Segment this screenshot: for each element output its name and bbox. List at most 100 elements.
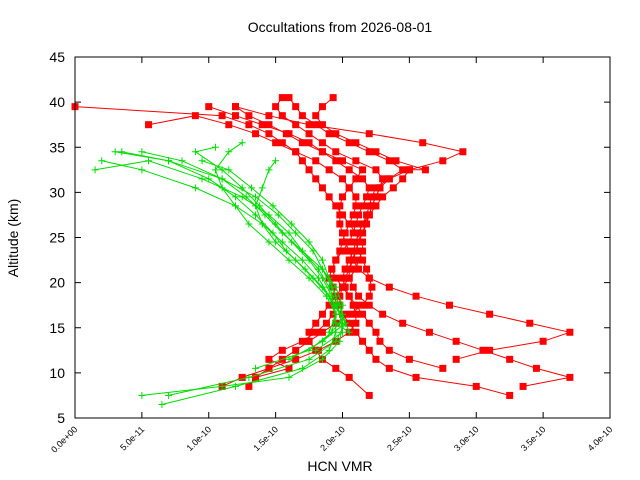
series-0-point [345,292,353,300]
series-1-point [118,148,126,156]
x-tick-label: 5.0e-11 [118,424,146,452]
series-0-point [318,310,326,318]
series-1-point [332,337,340,345]
y-tick-label: 20 [49,275,65,291]
series-1-point [318,355,326,363]
series-0-point [336,220,344,228]
y-tick-label: 15 [49,320,65,336]
series-0-point [363,193,371,201]
series-0-point [265,112,273,120]
series-0-point [278,139,286,147]
series-0-point [365,346,373,354]
series-0-point [359,229,367,237]
series-0-point [318,328,326,336]
series-1-profile-5-line [121,151,346,342]
series-0-point [205,103,213,111]
series-1-point [252,211,260,219]
series-0-point [345,166,353,174]
series-1-point [111,148,119,156]
series-1-point [288,220,296,228]
series-0-point [365,292,373,300]
series-0-point [278,112,286,120]
series-1-point [245,373,253,381]
series-0-point [355,256,363,264]
series-layer [71,94,574,408]
series-0-point [359,337,367,345]
series-1-point [288,238,296,246]
series-0-point [352,301,360,309]
series-1-point [245,220,253,228]
series-0-point [339,175,346,183]
series-0-point [439,364,447,372]
series-0-point [368,193,376,201]
series-1-point [332,310,340,318]
series-0-point [312,175,320,183]
series-0-point [225,121,233,129]
series-0-point [459,148,467,156]
series-0-point [285,364,293,372]
series-1-point [272,157,280,165]
series-0-point [345,373,353,381]
series-0-point [412,292,420,300]
series-1-point [252,364,260,372]
series-1-point [325,328,333,336]
series-0-point [245,121,253,129]
series-0-point [345,139,353,147]
series-0-point [419,139,427,147]
series-1-point [339,310,346,318]
series-0-point [252,373,260,381]
series-0-point [305,337,313,345]
series-0-point [365,274,373,282]
series-1-point [205,175,213,183]
series-1-point [191,184,199,192]
series-0-point [305,121,313,129]
series-0-point [349,211,357,219]
series-0-point [345,220,353,228]
series-0-point [305,166,313,174]
series-0-profile-2-line [235,106,465,387]
series-0-point [339,274,346,282]
series-1-point [248,184,256,192]
series-0-point [339,193,346,201]
x-tick-label: 0.0e+00 [49,424,79,454]
series-0-point [379,310,387,318]
series-0-point [506,355,514,363]
series-0-point [272,139,280,147]
series-1-point [332,292,340,300]
series-1-point [198,157,206,165]
series-0-point [486,310,494,318]
x-tick-label: 1.5e-10 [251,424,280,453]
series-0-point [318,103,326,111]
series-0-point [305,328,313,336]
series-1-point [138,148,146,156]
series-0-point [421,166,429,174]
series-0-point [355,292,363,300]
series-0-point [298,112,306,120]
series-0-point [339,157,346,165]
series-0-point [359,310,367,318]
series-0-point [352,328,360,336]
series-0-point [472,382,480,390]
series-0-point [372,193,380,201]
series-0-point [372,166,380,174]
series-0-point [363,265,371,273]
series-0-point [332,274,340,282]
series-0-point [352,157,360,165]
series-0-point [532,364,540,372]
series-0-point [336,292,344,300]
series-0-profile-3-line [288,97,571,387]
series-1-point [242,193,250,201]
series-0-profile-4-line [221,97,426,387]
series-0-point [265,355,273,363]
series-1-point [332,319,340,327]
series-0-point [452,337,460,345]
series-0-point [318,139,326,147]
series-1-point [98,157,106,165]
series-1-point [332,283,340,291]
series-0-point [349,229,357,237]
series-0-point [332,364,340,372]
y-tick-label: 30 [49,184,65,200]
series-1-point [218,175,226,183]
series-0-point [332,256,340,264]
